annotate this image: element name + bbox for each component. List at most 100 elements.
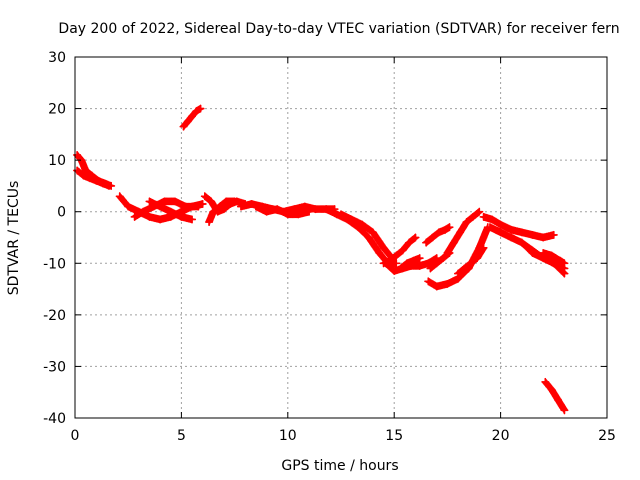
data-point (547, 385, 556, 394)
data-point (322, 205, 331, 214)
data-point (479, 212, 488, 221)
data-point (496, 228, 505, 237)
data-point (166, 207, 175, 216)
series-arc-6 (179, 104, 205, 131)
series-arc-15 (396, 254, 424, 273)
data-series (73, 104, 569, 415)
data-point (488, 215, 497, 224)
data-point (194, 202, 203, 211)
data-point (422, 238, 431, 247)
data-point (177, 212, 186, 221)
y-tick-label: 30 (48, 50, 66, 66)
y-tick-label: -30 (43, 359, 66, 375)
data-point (300, 202, 309, 211)
data-point (539, 248, 548, 257)
data-point (517, 238, 526, 247)
y-tick-label: 10 (48, 153, 66, 169)
data-point (85, 174, 94, 183)
data-point (247, 199, 256, 208)
data-point (196, 104, 205, 113)
data-point (368, 228, 377, 237)
data-point (496, 220, 505, 229)
data-point (273, 205, 282, 214)
data-point (560, 259, 569, 268)
series-arc-21 (479, 212, 558, 242)
plot-frame (74, 56, 608, 419)
data-point (385, 256, 394, 265)
chart-title: Day 200 of 2022, Sidereal Day-to-day VTE… (58, 21, 619, 37)
series-arc-14 (379, 233, 420, 268)
data-point (549, 230, 558, 239)
series-arc-2 (73, 166, 114, 190)
data-point (188, 112, 197, 121)
data-point (468, 212, 477, 221)
data-point (145, 197, 154, 206)
data-point (466, 259, 475, 268)
data-point (556, 256, 565, 265)
series-arc-10 (251, 202, 314, 219)
data-point (130, 212, 139, 221)
data-point (517, 228, 526, 237)
x-tick-label: 0 (71, 428, 80, 444)
data-point (156, 215, 165, 224)
data-point (456, 228, 465, 237)
data-point (183, 117, 192, 126)
data-point (434, 228, 443, 237)
data-point (236, 202, 245, 211)
data-point (439, 254, 448, 263)
data-point (398, 246, 407, 255)
data-point (379, 243, 388, 252)
data-point (454, 269, 463, 278)
y-tick-label: -10 (43, 256, 66, 272)
data-point (460, 264, 469, 273)
data-point (441, 225, 450, 234)
data-point (98, 179, 107, 188)
data-point (428, 233, 437, 242)
series-arc-5 (145, 197, 197, 224)
data-point (424, 259, 433, 268)
data-point (115, 192, 124, 201)
data-point (105, 181, 114, 190)
data-point (528, 230, 537, 239)
data-point (198, 199, 207, 208)
data-point (283, 210, 292, 219)
data-point (305, 207, 314, 216)
data-point (222, 197, 231, 206)
data-point (156, 202, 165, 211)
data-point (207, 197, 216, 206)
data-point (392, 259, 401, 268)
data-point (479, 243, 488, 252)
data-point (411, 233, 420, 242)
data-point (405, 238, 414, 247)
data-point (396, 264, 405, 273)
data-point (560, 269, 569, 278)
data-point (424, 277, 433, 286)
x-tick-label: 10 (279, 428, 297, 444)
x-axis-label: GPS time / hours (281, 458, 398, 474)
x-tick-label: 25 (598, 428, 616, 444)
data-point (415, 254, 424, 263)
data-point (358, 220, 367, 229)
y-axis-label: SDTVAR / TECUs (6, 181, 22, 296)
data-point (443, 279, 452, 288)
data-point (139, 207, 148, 216)
series-arc-17 (422, 223, 454, 247)
data-point (528, 246, 537, 255)
data-point (507, 225, 516, 234)
data-point (539, 233, 548, 242)
data-point (160, 197, 169, 206)
series-arc-20 (454, 243, 488, 278)
series-arc-25 (541, 377, 569, 415)
data-point (200, 192, 209, 201)
data-point (205, 218, 214, 227)
data-point (92, 176, 101, 185)
series-arc-12 (337, 210, 397, 263)
data-point (402, 259, 411, 268)
y-tick-label: -40 (43, 411, 66, 427)
data-point (230, 197, 239, 206)
y-tick-label: 0 (57, 205, 66, 221)
data-point (337, 210, 345, 219)
data-point (426, 264, 435, 273)
data-point (475, 207, 484, 216)
data-point (124, 202, 133, 211)
